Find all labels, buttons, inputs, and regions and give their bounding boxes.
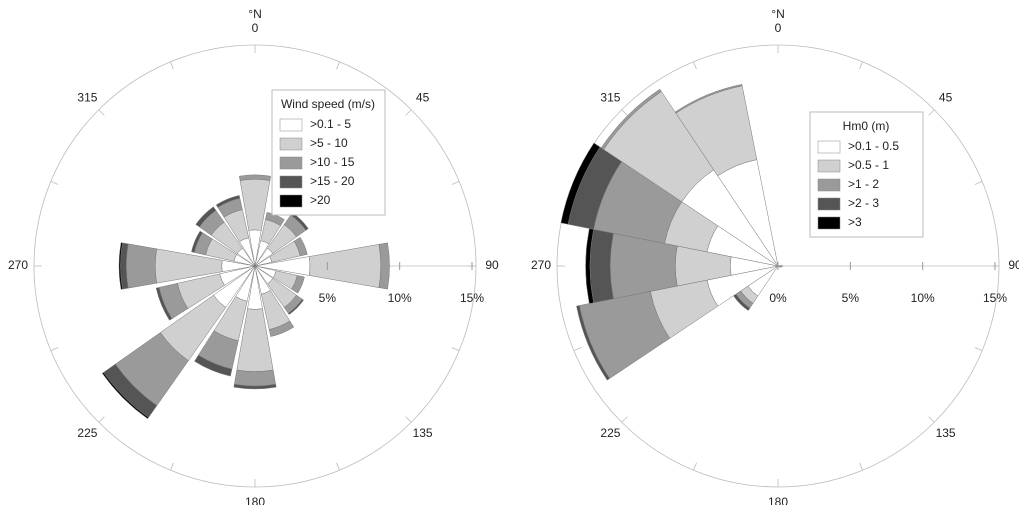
- legend-label: >0.1 - 5: [310, 117, 351, 131]
- wedge: [291, 275, 305, 294]
- wedge: [234, 369, 276, 387]
- wedge: [576, 305, 610, 381]
- legend-label: >1 - 2: [848, 177, 879, 191]
- legend-label: >3: [848, 215, 862, 229]
- angle-label: 90: [485, 258, 499, 272]
- angle-label: 0: [775, 21, 782, 35]
- outer-tick: [621, 109, 628, 116]
- outer-tick: [859, 462, 863, 471]
- legend-swatch: [817, 178, 841, 192]
- wedge: [589, 229, 614, 303]
- wedge: [215, 195, 241, 208]
- outer-tick: [974, 181, 983, 185]
- outer-tick: [974, 347, 983, 351]
- wedge: [780, 264, 783, 268]
- wedge: [265, 212, 285, 227]
- angle-label: 315: [77, 91, 97, 105]
- angle-label: 135: [936, 426, 956, 440]
- north-label: °N: [248, 7, 261, 21]
- wedge: [233, 383, 277, 390]
- legend-label: >5 - 10: [310, 136, 348, 150]
- legend-swatch: [279, 175, 303, 189]
- r-tick-label: 10%: [911, 291, 935, 305]
- outer-tick: [928, 416, 935, 423]
- legend-label: >0.5 - 1: [848, 158, 889, 172]
- legend-label: >0.1 - 0.5: [848, 139, 899, 153]
- wedge: [560, 142, 601, 225]
- angle-label: 315: [600, 91, 620, 105]
- angle-label: 90: [1008, 258, 1019, 272]
- legend-label: >10 - 15: [310, 155, 355, 169]
- r-tick-label: 5%: [842, 291, 860, 305]
- angle-label: 180: [245, 495, 265, 505]
- outer-tick: [50, 347, 59, 351]
- r-tick-label: 0%: [769, 291, 787, 305]
- outer-tick: [98, 109, 105, 116]
- wedge: [308, 244, 382, 288]
- wedge: [101, 372, 149, 420]
- angle-label: 270: [8, 258, 28, 272]
- outer-tick: [336, 61, 340, 70]
- outer-tick: [170, 462, 174, 471]
- outer-tick: [50, 181, 59, 185]
- legend-label: >2 - 3: [848, 196, 879, 210]
- legend-swatch: [817, 140, 841, 154]
- legend-title: Hm0 (m): [843, 119, 890, 133]
- legend-swatch: [279, 194, 303, 208]
- angle-label: 225: [77, 426, 97, 440]
- angle-label: 270: [531, 258, 551, 272]
- outer-tick: [928, 109, 935, 116]
- angle-label: 135: [413, 426, 433, 440]
- outer-tick: [98, 416, 105, 423]
- wedge: [194, 354, 233, 377]
- north-label: °N: [771, 7, 784, 21]
- r-tick-label: 10%: [388, 291, 412, 305]
- wedge: [600, 88, 662, 150]
- outer-tick: [451, 181, 460, 185]
- legend-title: Wind speed (m/s): [281, 97, 375, 111]
- legend-box: [271, 89, 386, 216]
- legend-label: >15 - 20: [310, 174, 355, 188]
- legend-swatch: [279, 118, 303, 132]
- angle-label: 45: [939, 91, 953, 105]
- wedge: [268, 320, 295, 337]
- wedge: [126, 243, 157, 289]
- angle-label: 225: [600, 426, 620, 440]
- legend-swatch: [279, 137, 303, 151]
- legend-swatch: [817, 216, 841, 230]
- r-tick-label: 5%: [319, 291, 337, 305]
- legend-swatch: [817, 159, 841, 173]
- outer-tick: [451, 347, 460, 351]
- wedge: [293, 236, 308, 257]
- wedge: [118, 242, 123, 290]
- wedge: [239, 174, 271, 181]
- legend-box: [809, 111, 924, 238]
- wedge: [287, 298, 304, 315]
- outer-tick: [621, 416, 628, 423]
- outer-tick: [405, 416, 412, 423]
- outer-tick: [170, 61, 174, 70]
- wedge: [674, 84, 743, 114]
- outer-tick: [693, 61, 697, 70]
- wedge: [155, 287, 173, 321]
- legend-swatch: [817, 197, 841, 211]
- angle-label: 45: [416, 91, 430, 105]
- r-tick-label: 15%: [460, 291, 484, 305]
- wedge: [778, 265, 782, 268]
- wedge: [378, 242, 390, 290]
- r-tick-label: 15%: [983, 291, 1007, 305]
- outer-tick: [693, 462, 697, 471]
- angle-label: 180: [768, 495, 788, 505]
- outer-tick: [573, 347, 582, 351]
- outer-tick: [336, 462, 340, 471]
- wedge: [191, 230, 203, 253]
- legend-swatch: [279, 156, 303, 170]
- angle-label: 0: [252, 21, 259, 35]
- wedge: [195, 206, 217, 228]
- legend-label: >20: [310, 193, 331, 207]
- outer-tick: [859, 61, 863, 70]
- outer-tick: [405, 109, 412, 116]
